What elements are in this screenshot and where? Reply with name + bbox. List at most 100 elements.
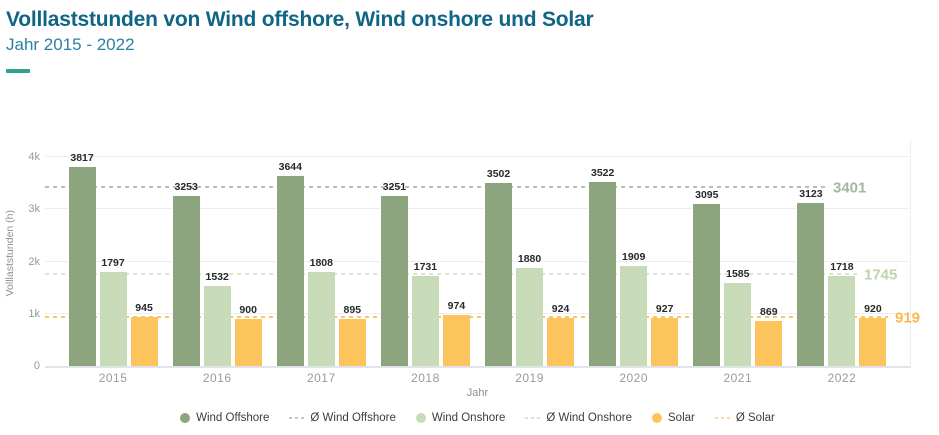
bar-value-label: 1718 (830, 261, 854, 274)
bar-value-label: 974 (447, 300, 466, 313)
bar-value-label: 3522 (591, 166, 615, 179)
bar-solar-2016[interactable]: 900 (234, 304, 262, 366)
bar-value-label: 869 (760, 305, 778, 318)
legend-item-label: Wind Offshore (196, 412, 270, 424)
bar-value-label: 3123 (799, 187, 823, 200)
bar-value-label: 3251 (382, 181, 407, 194)
y-tick-label-0: 0 (33, 360, 40, 372)
bar-value-label: 1731 (413, 260, 438, 273)
bar-group-2022: 3123 1718 920 (790, 140, 894, 366)
page-title: Volllaststunden von Wind offshore, Wind … (6, 8, 594, 31)
accent-underline (6, 69, 30, 73)
bar-wind-onshore-2016[interactable]: 1532 (203, 271, 231, 366)
page-subtitle: Jahr 2015 - 2022 (6, 35, 135, 54)
legend-item-label: Wind Onshore (431, 412, 506, 424)
bar-value-label: 3817 (70, 151, 94, 164)
bar-group-2015: 3817 1797 945 (61, 140, 165, 366)
average-line--wind-offshore (45, 186, 826, 189)
x-tick-label-2017: 2017 (306, 371, 336, 385)
gridline-3k (45, 208, 910, 210)
x-tick-label-2018: 2018 (411, 371, 440, 385)
x-axis-ticks: 2015 2016 2017 2018 2019 2020 2021 2022 (61, 371, 894, 385)
bar-group-2018: 3251 1731 974 (373, 140, 477, 366)
gridline-1k (45, 312, 910, 314)
legend-dash-icon (714, 417, 730, 419)
bar-value-label: 1880 (517, 252, 542, 265)
legend-dash-icon (289, 417, 305, 419)
bar-solar-2018[interactable]: 974 (442, 300, 470, 366)
average-value-label: 3401 (833, 179, 867, 197)
bar-wind-onshore-2021[interactable]: 1585 (724, 268, 752, 366)
legend-dot-icon (415, 413, 426, 423)
bar-wind-offshore-2020[interactable]: 3522 (589, 167, 617, 366)
legend-item-wind-onshore[interactable]: Wind Onshore (415, 412, 506, 424)
chart-header: Volllaststunden von Wind offshore, Wind … (6, 0, 594, 73)
bar-wind-offshore-2016[interactable]: 3253 (172, 181, 200, 366)
bar-wind-offshore-2019[interactable]: 3502 (485, 168, 513, 366)
bar-wind-onshore-2017[interactable]: 1808 (307, 257, 335, 366)
chart-legend: Wind Offshore Ø Wind Offshore Wind Onshore… (45, 408, 910, 428)
bar-value-label: 1909 (622, 251, 646, 264)
y-axis-ticks: 0 1k 2k 3k 4k (18, 140, 42, 372)
gridline-2k (45, 260, 910, 262)
average-value-label: 919 (895, 309, 921, 327)
y-tick-label-3k: 3k (28, 203, 40, 216)
y-axis-title-text: Volllaststunden (h) (4, 209, 16, 297)
bar-value-label: 1532 (205, 270, 229, 283)
legend-item-label: Solar (668, 412, 695, 424)
bar-value-label: 920 (864, 302, 882, 315)
bar-wind-onshore-2020[interactable]: 1909 (620, 251, 648, 366)
bar-solar-2019[interactable]: 924 (547, 303, 575, 366)
bar-group-2019: 3502 1880 924 (478, 140, 582, 366)
bar-value-label: 895 (343, 304, 362, 317)
bar-wind-offshore-2021[interactable]: 3095 (693, 189, 721, 366)
y-tick-label-1k: 1k (28, 307, 40, 320)
bar-value-label: 945 (135, 301, 153, 314)
legend-item--wind-offshore[interactable]: Ø Wind Offshore (289, 412, 396, 424)
bar-solar-2017[interactable]: 895 (338, 304, 366, 366)
bar-group-2017: 3644 1808 895 (269, 140, 373, 366)
bar-wind-onshore-2022[interactable]: 1718 (828, 261, 856, 366)
bar-value-label: 1808 (309, 256, 333, 269)
bar-wind-onshore-2015[interactable]: 1797 (99, 257, 127, 366)
y-tick-label-4k: 4k (28, 150, 40, 163)
bar-wind-onshore-2018[interactable]: 1731 (411, 261, 439, 366)
bar-wind-offshore-2017[interactable]: 3644 (276, 161, 304, 366)
legend-item-solar[interactable]: Solar (652, 412, 695, 424)
x-tick-label-2021: 2021 (723, 371, 753, 385)
legend-item--wind-onshore[interactable]: Ø Wind Onshore (525, 412, 632, 424)
bar-value-label: 3644 (278, 160, 302, 173)
y-axis-title: Volllaststunden (h) (2, 140, 18, 366)
bar-value-label: 3253 (174, 181, 198, 194)
bar-value-label: 1585 (726, 268, 750, 281)
bar-wind-offshore-2018[interactable]: 3251 (380, 181, 408, 366)
legend-item--solar[interactable]: Ø Solar (714, 412, 775, 424)
legend-dash-icon (525, 417, 541, 419)
legend-dot-icon (652, 413, 663, 423)
bar-wind-offshore-2015[interactable]: 3817 (68, 152, 96, 366)
bar-solar-2020[interactable]: 927 (651, 303, 679, 366)
bar-wind-offshore-2022[interactable]: 3123 (797, 188, 825, 366)
x-tick-label-2016: 2016 (202, 371, 232, 385)
average-line--wind-onshore (45, 272, 857, 275)
bar-solar-2022[interactable]: 920 (859, 303, 887, 366)
gridline-4k (45, 155, 910, 157)
bar-value-label: 924 (551, 302, 570, 315)
bar-value-label: 900 (239, 303, 257, 316)
x-tick-label-2015: 2015 (98, 371, 128, 385)
bar-groups: 3817 1797 945 3253 1532 900 3644 1808 895 3251 173… (61, 140, 894, 366)
bar-solar-2021[interactable]: 869 (755, 306, 783, 366)
bar-wind-onshore-2019[interactable]: 1880 (516, 253, 544, 366)
y-tick-label-2k: 2k (28, 255, 40, 268)
average-value-label: 1745 (864, 266, 898, 284)
plot-area: 3401 1745 919 3817 1797 945 3253 1532 900 3644 18… (45, 140, 920, 368)
legend-item-wind-offshore[interactable]: Wind Offshore (180, 412, 269, 424)
bar-solar-2015[interactable]: 945 (130, 302, 158, 366)
bar-value-label: 3095 (695, 189, 719, 202)
legend-dot-icon (180, 413, 191, 423)
bar-value-label: 927 (655, 302, 674, 315)
legend-item-label: Ø Wind Onshore (546, 412, 633, 424)
x-tick-label-2022: 2022 (827, 371, 857, 385)
legend-item-label: Ø Solar (735, 412, 775, 424)
